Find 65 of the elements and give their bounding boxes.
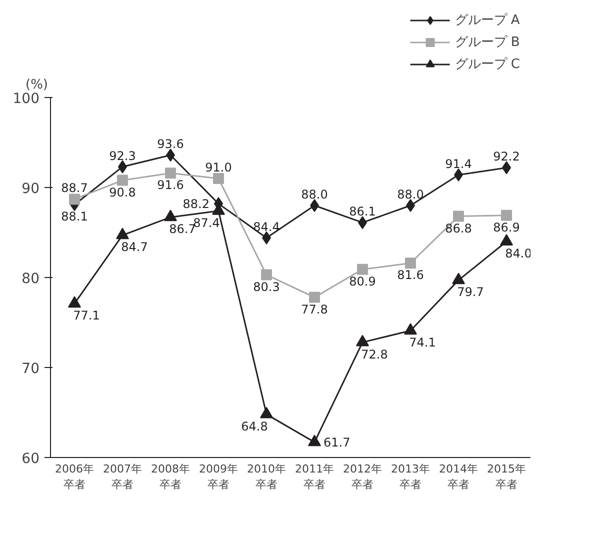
point (501, 210, 512, 221)
data-label: 91.4 (445, 156, 472, 171)
data-label: 88.2 (182, 197, 210, 212)
data-label: 88.1 (61, 210, 88, 224)
data-label: 81.6 (397, 268, 424, 282)
point (500, 234, 513, 246)
data-label: 86.1 (349, 204, 376, 219)
data-label: 92.3 (109, 148, 136, 163)
data-label: 92.2 (493, 150, 520, 164)
data-label: 84.7 (121, 240, 148, 254)
x-tick-label: 2008年卒者 (151, 462, 190, 492)
point (164, 210, 177, 222)
data-label: 77.8 (301, 302, 328, 316)
data-label: 86.9 (493, 220, 520, 234)
data-label: 88.7 (61, 181, 88, 196)
y-tick-label: 90 (22, 181, 40, 197)
x-tick-label: 2011年卒者 (295, 462, 334, 492)
y-axis-title: (%) (26, 78, 48, 92)
data-label: 79.7 (457, 285, 484, 300)
point (453, 210, 464, 222)
data-label: 80.3 (253, 280, 280, 294)
data-label: 90.8 (109, 185, 136, 200)
x-tick-label: 2009年卒者 (199, 462, 238, 492)
data-label: 64.8 (241, 419, 268, 434)
y-tick-label: 80 (22, 271, 40, 287)
legend-label: グループ A (454, 12, 520, 29)
data-label: 93.6 (157, 137, 184, 152)
point (357, 264, 368, 275)
data-label: 72.8 (361, 347, 388, 362)
data-label: 61.7 (324, 436, 350, 450)
point (69, 194, 80, 205)
point (405, 258, 416, 269)
y-tick-label: 70 (22, 361, 40, 377)
x-tick-label: 2013年卒者 (391, 462, 430, 492)
data-label: 74.1 (409, 336, 436, 350)
legend-label: グループ B (454, 34, 520, 51)
point (260, 406, 273, 418)
point (213, 173, 224, 184)
data-label: 77.1 (73, 308, 100, 323)
point (404, 323, 417, 335)
data-label: 88.0 (301, 188, 328, 202)
data-label: 87.4 (193, 216, 220, 230)
x-tick-label: 2014年卒者 (439, 462, 478, 492)
point (308, 434, 321, 446)
data-label: 91.6 (157, 178, 184, 192)
point (116, 228, 129, 240)
legend-label: グループ C (454, 56, 520, 72)
point (261, 269, 272, 280)
x-tick-label: 2015年卒者 (487, 462, 526, 492)
x-tick-label: 2010年卒者 (247, 462, 286, 492)
point (356, 334, 369, 346)
point (68, 296, 81, 308)
data-label: 86.8 (445, 221, 472, 236)
point (165, 168, 176, 179)
point (117, 174, 128, 186)
data-label: 91.0 (205, 160, 232, 174)
x-tick-label: 2012年卒者 (343, 462, 382, 492)
data-label: 80.9 (349, 274, 376, 288)
x-tick-label: 2006年卒者 (55, 462, 94, 492)
data-label: 88.0 (397, 188, 424, 202)
x-tick-label: 2007年卒者 (103, 462, 142, 492)
point (452, 272, 465, 284)
y-tick-label: 60 (22, 451, 40, 467)
y-tick-label: 100 (12, 91, 40, 107)
point (309, 292, 320, 303)
